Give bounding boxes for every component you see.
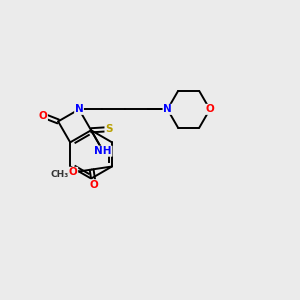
Text: O: O <box>69 167 78 177</box>
Text: NH: NH <box>94 146 112 156</box>
Text: N: N <box>163 104 172 114</box>
Text: O: O <box>89 180 98 190</box>
Text: O: O <box>206 104 214 114</box>
Text: O: O <box>39 110 47 121</box>
Text: S: S <box>105 124 112 134</box>
Text: N: N <box>75 104 83 114</box>
Text: CH₃: CH₃ <box>50 170 68 179</box>
